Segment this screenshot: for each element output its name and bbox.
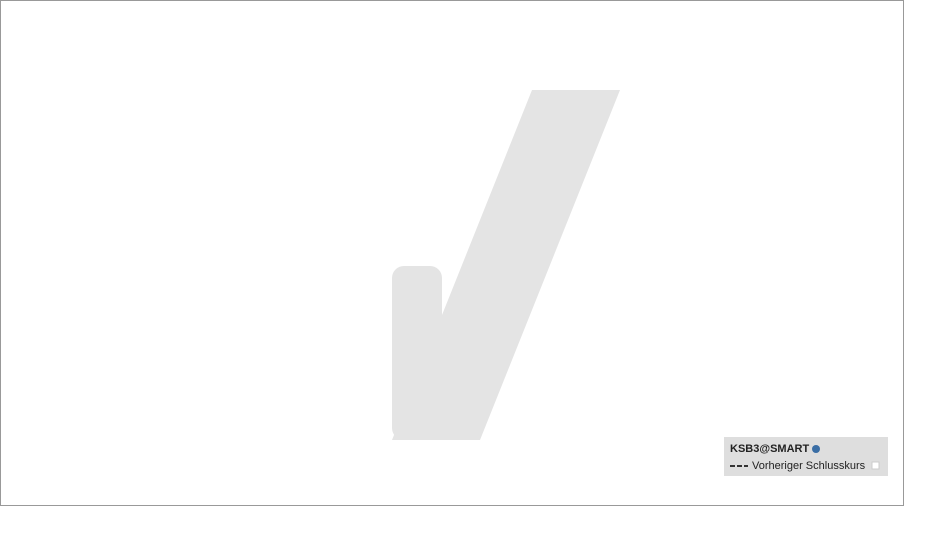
legend-entry: Vorheriger Schlusskurs bbox=[752, 460, 866, 472]
watermark bbox=[392, 266, 442, 440]
legend-icon bbox=[812, 445, 820, 453]
watermark bbox=[392, 90, 620, 440]
legend-box bbox=[724, 437, 888, 476]
legend-symbol: KSB3@SMART bbox=[730, 443, 809, 455]
legend-toggle[interactable] bbox=[871, 461, 880, 470]
